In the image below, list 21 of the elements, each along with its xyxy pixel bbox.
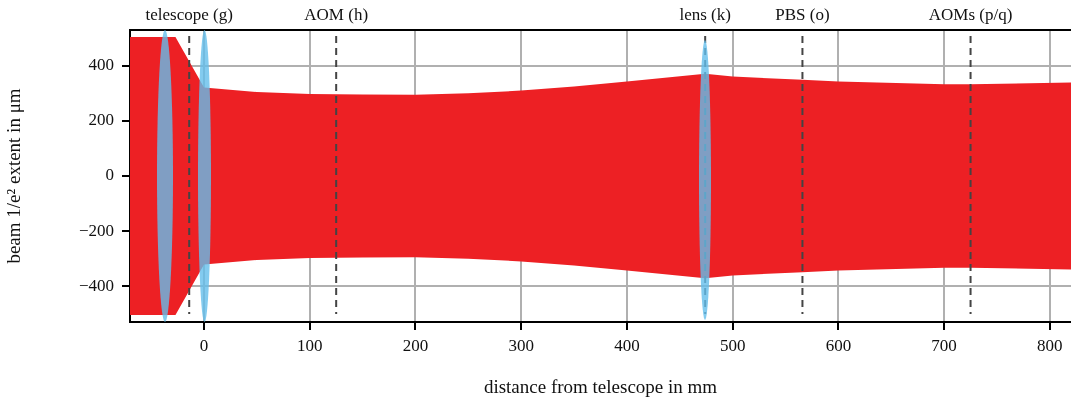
ref-line-label: AOMs (p/q): [928, 4, 1013, 24]
y-axis-title: beam 1/e² extent in μm: [3, 88, 25, 264]
ref-line-label: lens (k): [679, 4, 731, 24]
x-axis-title: distance from telescope in mm: [483, 375, 718, 397]
y-tick-label: 400: [88, 55, 114, 75]
x-tick-label: 100: [296, 335, 323, 355]
x-tick-label: 400: [614, 335, 640, 355]
x-tick-label: 500: [719, 335, 746, 355]
ref-line-label: telescope (g): [145, 4, 233, 24]
x-tick-label: 0: [199, 335, 209, 355]
x-tick-label: 200: [402, 335, 429, 355]
x-tick-label: 600: [825, 335, 852, 355]
y-tick-label: −400: [78, 275, 114, 295]
x-tick-label: 700: [931, 335, 957, 355]
y-tick-label: 0: [105, 165, 114, 185]
y-tick-label: 200: [88, 110, 114, 130]
x-tick-label: 300: [508, 335, 534, 355]
x-tick-label: 800: [1037, 335, 1063, 355]
ref-line-label: AOM (h): [304, 4, 369, 24]
ref-line-label: PBS (o): [775, 4, 830, 24]
y-tick-label: −200: [78, 220, 114, 240]
